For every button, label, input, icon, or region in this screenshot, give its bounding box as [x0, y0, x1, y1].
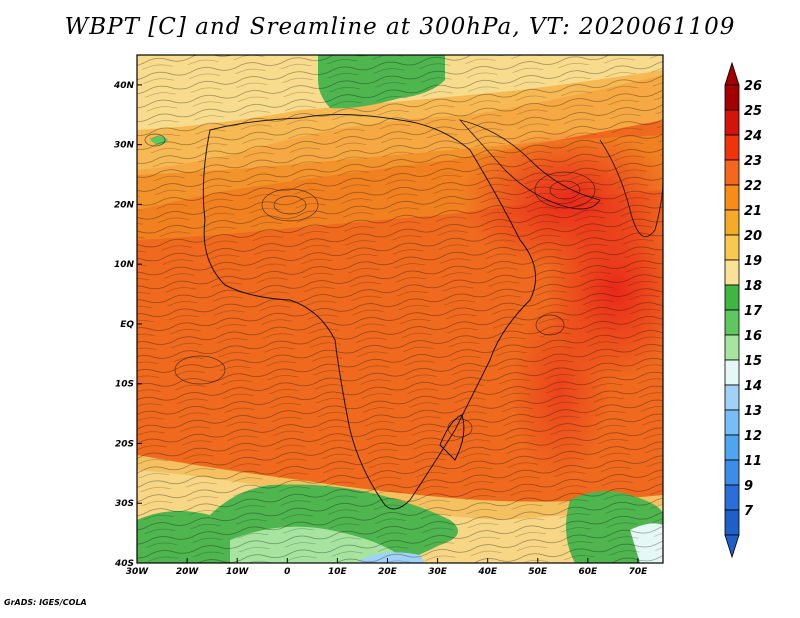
x-axis: 30W 20W 10W 0 10E 20E 30E 40E 50E 60E 70E: [126, 558, 648, 577]
y-tick-label: 20S: [115, 439, 134, 449]
colorbar-swatch: [724, 409, 740, 436]
colorbar-label: 26: [744, 79, 762, 94]
colorbar-swatch: [724, 434, 740, 461]
chart-title: WBPT [C] and Sreamline at 300hPa, VT: 20…: [64, 14, 736, 40]
y-tick-label: 10N: [114, 260, 135, 270]
shaded-field: [137, 55, 663, 563]
colorbar-swatch: [724, 184, 740, 211]
colorbar-label: 25: [744, 104, 762, 119]
x-tick-label: 40E: [477, 567, 498, 577]
colorbar-label: 16: [744, 329, 762, 344]
colorbar-label: 22: [744, 179, 762, 194]
x-tick-label: 30E: [428, 567, 448, 577]
colorbar-label: 11: [744, 454, 762, 469]
colorbar: 26 25 24 23 22 21 20 19 18 17 16 15 14 13 12 11 9 7: [724, 61, 763, 559]
x-tick-label: 50E: [528, 567, 548, 577]
colorbar-swatch: [724, 484, 740, 511]
x-tick-label: 10W: [226, 567, 250, 577]
colorbar-bottom-arrow: [724, 534, 740, 559]
colorbar-swatch: [724, 359, 740, 386]
colorbar-swatch: [724, 134, 740, 161]
colorbar-label: 21: [744, 204, 762, 219]
colorbar-swatch: [724, 259, 740, 286]
map-frame: [136, 54, 664, 564]
colorbar-swatch: [724, 209, 740, 236]
y-tick-label: 40N: [113, 81, 135, 91]
colorbar-swatch: [724, 459, 740, 486]
y-tick-label: 10S: [115, 380, 134, 390]
colorbar-swatch: [724, 159, 740, 186]
y-tick-label: EQ: [120, 320, 134, 330]
x-tick-label: 20E: [378, 567, 398, 577]
colorbar-label: 9: [744, 479, 753, 494]
colorbar-swatch: [724, 109, 740, 136]
colorbar-top-arrow: [724, 61, 740, 86]
colorbar-label: 24: [744, 129, 762, 144]
colorbar-label: 15: [744, 354, 762, 369]
y-tick-label: 30S: [115, 499, 134, 509]
colorbar-label: 7: [744, 504, 754, 519]
colorbar-swatch: [724, 384, 740, 411]
x-tick-label: 70E: [629, 567, 649, 577]
x-tick-label: 10E: [328, 567, 348, 577]
colorbar-label: 13: [744, 404, 762, 419]
colorbar-label: 20: [744, 229, 762, 244]
y-tick-label: 30N: [114, 141, 135, 151]
x-tick-label: 60E: [579, 567, 599, 577]
colorbar-label: 19: [744, 254, 762, 269]
colorbar-swatch: [724, 84, 740, 111]
colorbar-swatch: [724, 284, 740, 311]
x-tick-label: 20W: [176, 567, 200, 577]
y-axis: 40N 30N 20N 10N EQ 10S 20S 30S 40S: [113, 81, 142, 569]
colorbar-label: 12: [744, 429, 762, 444]
colorbar-swatch: [724, 509, 740, 536]
colorbar-swatch: [724, 334, 740, 361]
colorbar-label: 14: [744, 379, 762, 394]
colorbar-swatch: [724, 309, 740, 336]
colorbar-swatch: [724, 234, 740, 261]
x-tick-label: 30W: [126, 567, 150, 577]
x-tick-label: 0: [284, 567, 290, 577]
y-tick-label: 40S: [114, 559, 134, 569]
credit-label: GrADS: IGES/COLA: [4, 598, 87, 607]
colorbar-label: 18: [744, 279, 762, 294]
colorbar-label: 23: [744, 154, 762, 169]
y-tick-label: 20N: [114, 200, 135, 210]
colorbar-label: 17: [744, 304, 763, 319]
